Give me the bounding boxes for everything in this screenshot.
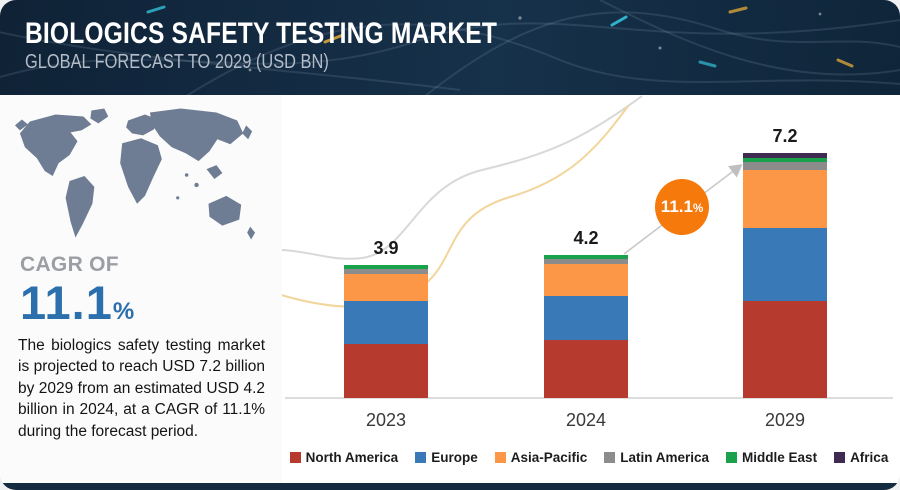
- page-subtitle: GLOBAL FORECAST TO 2029 (USD BN): [25, 51, 329, 73]
- cagr-badge-value: 11.1: [660, 197, 693, 216]
- segment-middle-east: [743, 158, 827, 162]
- legend-item-africa: Africa: [834, 450, 888, 465]
- segment-asia-pacific: [743, 170, 827, 228]
- legend-label: Middle East: [742, 450, 818, 465]
- x-tick-2023: 2023: [365, 410, 407, 430]
- total-label-2029: 7.2: [772, 126, 798, 147]
- cagr-badge: 11.1%: [655, 179, 709, 235]
- segment-north-america: [344, 343, 428, 398]
- header: BIOLOGICS SAFETY TESTING MARKET GLOBAL F…: [0, 0, 900, 95]
- legend-item-north-america: North America: [289, 450, 399, 465]
- legend-label: Africa: [850, 450, 889, 465]
- page-title: BIOLOGICS SAFETY TESTING MARKET: [25, 17, 498, 50]
- bar-2023: [344, 265, 428, 398]
- chart-legend: North America Europe Asia-Pacific Latin Ame…: [285, 450, 893, 465]
- segment-north-america: [743, 301, 827, 398]
- segment-asia-pacific: [344, 273, 428, 302]
- segment-europe: [544, 296, 628, 341]
- x-axis-line: [285, 397, 893, 399]
- segment-asia-pacific: [544, 263, 628, 296]
- segment-europe: [344, 301, 428, 344]
- legend-swatch-icon: [834, 452, 846, 463]
- total-label-2023: 3.9: [373, 238, 399, 259]
- segment-europe: [743, 228, 827, 302]
- x-tick-2024: 2024: [565, 410, 607, 430]
- cagr-badge-suffix: %: [692, 202, 704, 215]
- bar-2024: [544, 255, 628, 398]
- legend-label: North America: [305, 450, 399, 465]
- legend-swatch-icon: [494, 452, 506, 463]
- legend-swatch-icon: [415, 452, 427, 463]
- bar-2029: [743, 153, 827, 398]
- segment-north-america: [544, 340, 628, 398]
- network-decoration-icon: [0, 0, 900, 95]
- segment-africa: [743, 153, 827, 159]
- legend-swatch-icon: [289, 452, 301, 463]
- legend-item-europe: Europe: [415, 450, 478, 465]
- legend-item-asia-pacific: Asia-Pacific: [494, 450, 588, 465]
- footer-strip: [0, 483, 900, 490]
- total-label-2024: 4.2: [573, 228, 599, 249]
- x-tick-2029: 2029: [764, 410, 806, 430]
- legend-label: Asia-Pacific: [510, 450, 588, 465]
- legend-swatch-icon: [726, 452, 738, 463]
- legend-label: Europe: [431, 450, 478, 465]
- legend-swatch-icon: [604, 452, 616, 463]
- segment-latin-america: [743, 161, 827, 171]
- legend-item-middle-east: Middle East: [726, 450, 817, 465]
- legend-item-latin-america: Latin America: [604, 450, 709, 465]
- legend-label: Latin America: [620, 450, 710, 465]
